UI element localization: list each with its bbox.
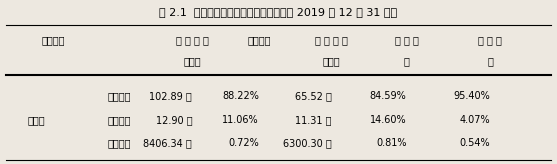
Text: 11.31 亿: 11.31 亿 (295, 115, 331, 125)
Text: 例: 例 (487, 56, 493, 66)
Text: 医药批发: 医药批发 (108, 115, 131, 125)
Text: 4.07%: 4.07% (460, 115, 490, 125)
Text: 14.60%: 14.60% (370, 115, 407, 125)
Text: 例: 例 (404, 56, 409, 66)
Text: 11.06%: 11.06% (222, 115, 259, 125)
Text: 业务名称: 业务名称 (41, 35, 65, 45)
Text: （元）: （元） (323, 56, 340, 66)
Text: 医药零售: 医药零售 (108, 91, 131, 101)
Text: 按行业: 按行业 (27, 115, 45, 125)
Text: 8406.34 万: 8406.34 万 (143, 139, 192, 148)
Text: 102.89 亿: 102.89 亿 (149, 91, 192, 101)
Text: 84.59%: 84.59% (370, 91, 407, 101)
Text: （元）: （元） (183, 56, 201, 66)
Text: 12.90 亿: 12.90 亿 (155, 115, 192, 125)
Text: 营 业 收 入: 营 业 收 入 (175, 35, 209, 45)
Text: 成 本 比: 成 本 比 (395, 35, 418, 45)
Text: 营 业 成 本: 营 业 成 本 (315, 35, 348, 45)
Text: 表 2.1  老百姓大药房主营业务收入（截止 2019 年 12 月 31 日）: 表 2.1 老百姓大药房主营业务收入（截止 2019 年 12 月 31 日） (159, 7, 398, 17)
Text: 医药制造: 医药制造 (108, 139, 131, 148)
Text: 收入比例: 收入比例 (247, 35, 271, 45)
Text: 0.54%: 0.54% (460, 139, 490, 148)
Text: 6300.30 万: 6300.30 万 (282, 139, 331, 148)
Text: 利 润 比: 利 润 比 (478, 35, 502, 45)
Text: 95.40%: 95.40% (453, 91, 490, 101)
Text: 88.22%: 88.22% (222, 91, 259, 101)
Text: 65.52 亿: 65.52 亿 (295, 91, 331, 101)
Text: 0.81%: 0.81% (376, 139, 407, 148)
Text: 0.72%: 0.72% (228, 139, 259, 148)
